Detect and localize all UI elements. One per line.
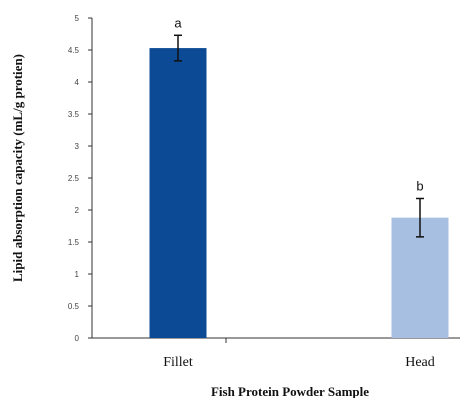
y-tick-label: 1.5 [68,238,80,247]
y-tick-label: 2 [75,206,80,215]
bar-series [149,48,449,339]
y-tick-label: 2.5 [68,174,80,183]
significance-letter: b [416,178,423,193]
bar-annotations: ab [174,15,423,193]
category-labels: Fillet Head [163,355,435,370]
bar-fillet [149,48,207,339]
y-axis-title: Lipid absorption capacity (mL/g protien) [10,54,25,282]
significance-letter: a [174,15,182,30]
category-label: Head [405,355,435,370]
y-tick-label: 3.5 [68,110,80,119]
y-tick-label: 3 [75,142,80,151]
y-tick-label: 0.5 [68,302,80,311]
category-label: Fillet [163,355,193,370]
y-tick-label: 5 [75,14,80,23]
y-tick-label: 4.5 [68,46,80,55]
y-axis-ticks: 0 0.5 1 1.5 2 2.5 3 3.5 4 4.5 5 [68,14,92,343]
y-tick-label: 0 [75,334,80,343]
y-tick-label: 1 [75,270,80,279]
x-axis-title: Fish Protein Powder Sample [211,384,369,398]
error-bars [174,34,424,238]
y-tick-label: 4 [75,78,80,87]
bar-head [391,217,449,338]
